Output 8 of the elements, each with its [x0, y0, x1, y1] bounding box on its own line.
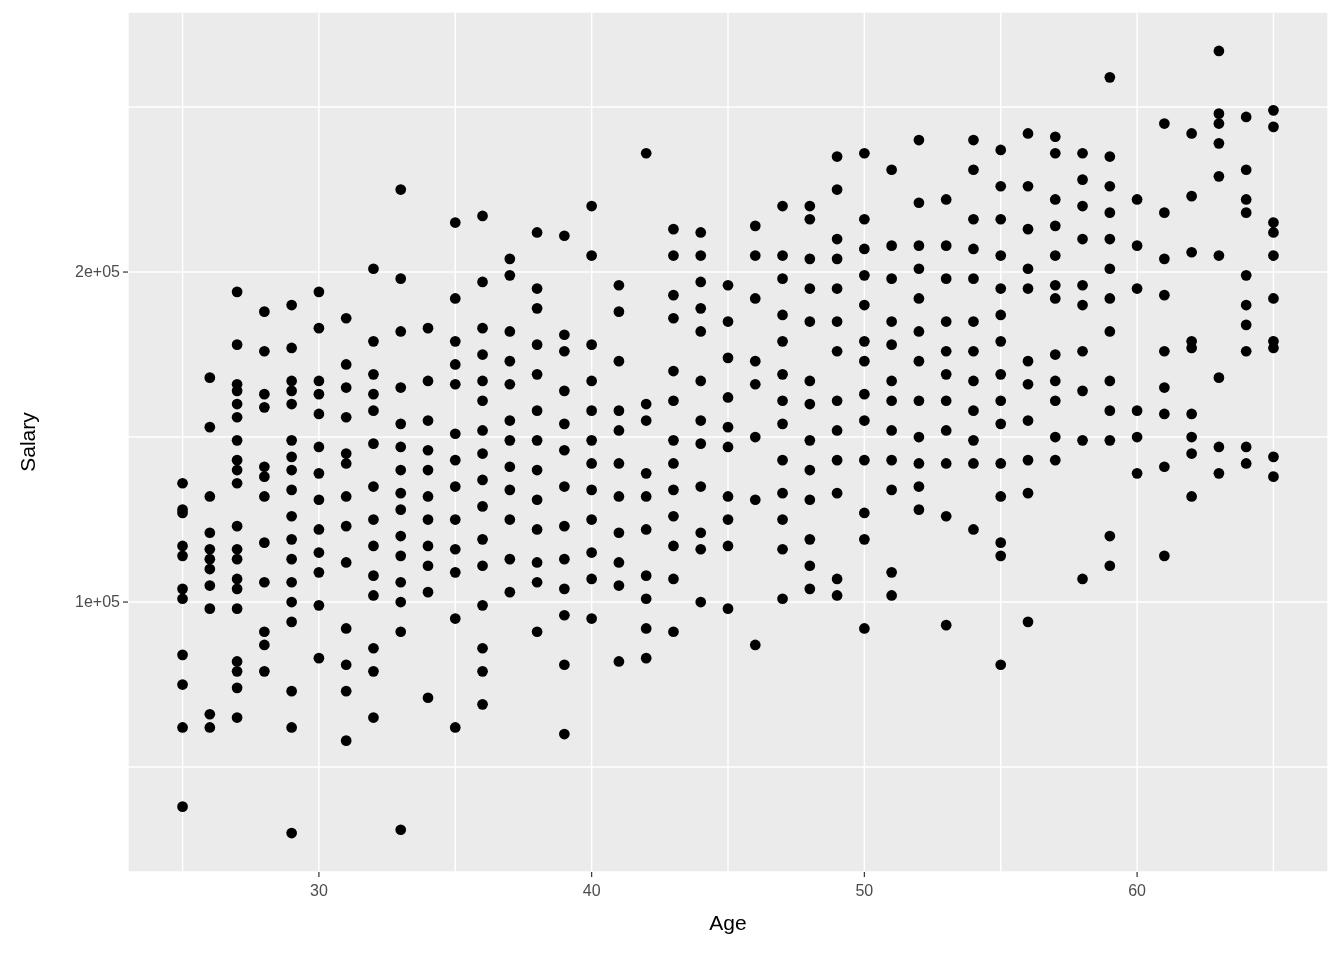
y-tick-label: 1e+05 [75, 593, 121, 611]
x-axis-title: Age [709, 911, 747, 934]
x-tick-label: 50 [855, 882, 874, 899]
y-tick-label: 2e+05 [75, 263, 121, 281]
x-tick-label: 60 [1128, 882, 1147, 899]
x-tick-label: 40 [582, 882, 601, 899]
y-axis-title: Salary [16, 411, 40, 472]
x-tick-label: 30 [310, 882, 328, 899]
